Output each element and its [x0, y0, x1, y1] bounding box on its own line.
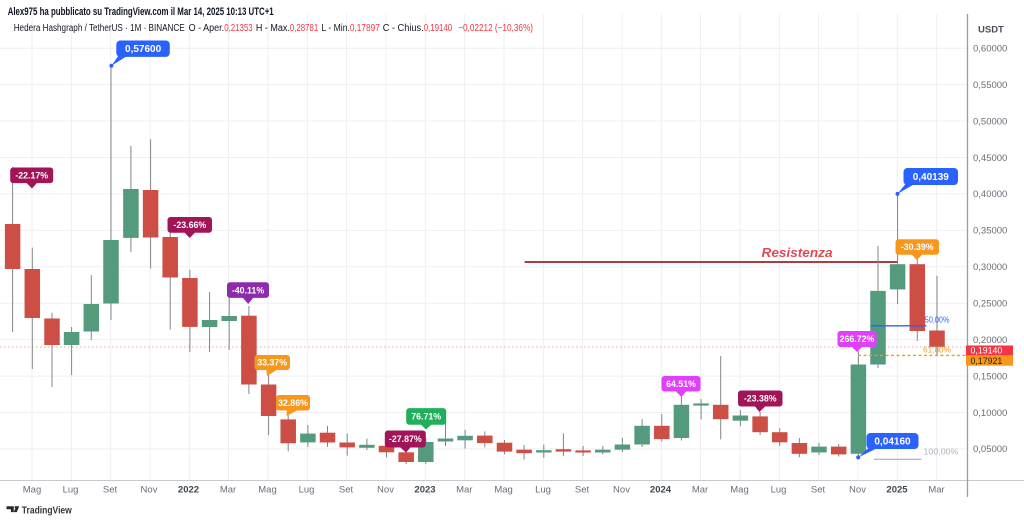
svg-text:TradingView: TradingView — [22, 505, 72, 516]
svg-text:Mag: Mag — [494, 485, 512, 496]
svg-text:−0,02212 (−10,36%): −0,02212 (−10,36%) — [458, 23, 533, 34]
svg-text:0,45000: 0,45000 — [973, 153, 1007, 164]
svg-text:Resistenza: Resistenza — [762, 245, 833, 260]
svg-text:0,57600: 0,57600 — [125, 44, 162, 55]
svg-text:Mag: Mag — [258, 485, 276, 496]
svg-text:Set: Set — [103, 485, 118, 496]
svg-text:-22.17%: -22.17% — [15, 171, 48, 181]
svg-text:Alex975 ha pubblicato su Tradi: Alex975 ha pubblicato su TradingView.com… — [8, 6, 274, 18]
svg-text:Mar: Mar — [928, 485, 944, 496]
svg-text:USDT: USDT — [978, 25, 1004, 36]
svg-text:0,15000: 0,15000 — [973, 371, 1007, 382]
svg-text:0,19140: 0,19140 — [971, 346, 1003, 356]
svg-text:Lug: Lug — [63, 485, 79, 496]
svg-text:Set: Set — [575, 485, 590, 496]
svg-text:0,28781: 0,28781 — [290, 23, 319, 34]
svg-text:0,10000: 0,10000 — [973, 408, 1007, 419]
svg-text:0,20000: 0,20000 — [973, 335, 1007, 346]
svg-text:Nov: Nov — [849, 485, 866, 496]
svg-text:Lug: Lug — [299, 485, 315, 496]
svg-text:0,17921: 0,17921 — [971, 356, 1003, 366]
svg-text:0,60000: 0,60000 — [973, 44, 1007, 55]
svg-text:2024: 2024 — [650, 485, 672, 496]
svg-text:0,30000: 0,30000 — [973, 262, 1007, 273]
svg-text:-30.39%: -30.39% — [901, 242, 934, 252]
svg-text:Lug: Lug — [771, 485, 787, 496]
svg-text:Set: Set — [811, 485, 826, 496]
svg-text:Nov: Nov — [613, 485, 630, 496]
svg-text:0,40000: 0,40000 — [973, 189, 1007, 200]
svg-text:33.37%: 33.37% — [257, 358, 287, 368]
svg-text:100,00%: 100,00% — [924, 446, 959, 456]
svg-text:Nov: Nov — [141, 485, 158, 496]
svg-text:O - Aper.: O - Aper. — [189, 23, 225, 34]
svg-text:2025: 2025 — [886, 485, 908, 496]
svg-text:61,80%: 61,80% — [923, 344, 951, 354]
svg-text:Hedera Hashgraph / TetherUS ·: Hedera Hashgraph / TetherUS · 1M · BINAN… — [14, 23, 185, 34]
svg-text:0,55000: 0,55000 — [973, 80, 1007, 91]
svg-text:0,04160: 0,04160 — [874, 437, 911, 448]
svg-text:-23.38%: -23.38% — [744, 394, 777, 404]
svg-text:Nov: Nov — [377, 485, 394, 496]
svg-text:L - Min.: L - Min. — [322, 23, 350, 34]
svg-text:32.86%: 32.86% — [278, 398, 308, 408]
svg-text:Mag: Mag — [730, 485, 748, 496]
svg-text:64.51%: 64.51% — [666, 379, 696, 389]
svg-text:50,00%: 50,00% — [925, 314, 950, 324]
svg-text:Mar: Mar — [456, 485, 472, 496]
svg-text:Set: Set — [339, 485, 354, 496]
svg-text:Mag: Mag — [23, 485, 41, 496]
svg-text:0,19140: 0,19140 — [424, 23, 453, 34]
svg-text:76.71%: 76.71% — [411, 412, 441, 422]
svg-text:H - Max.: H - Max. — [256, 23, 290, 34]
svg-text:2023: 2023 — [414, 485, 435, 496]
svg-text:2022: 2022 — [178, 485, 199, 496]
svg-text:0,40139: 0,40139 — [913, 172, 950, 183]
svg-text:-40.11%: -40.11% — [232, 285, 264, 295]
svg-text:0,05000: 0,05000 — [973, 444, 1007, 455]
svg-text:Mar: Mar — [692, 485, 708, 496]
svg-text:0,35000: 0,35000 — [973, 226, 1007, 237]
svg-text:-23.66%: -23.66% — [173, 220, 206, 230]
svg-text:Lug: Lug — [535, 485, 551, 496]
svg-text:Mar: Mar — [220, 485, 236, 496]
svg-text:0,25000: 0,25000 — [973, 299, 1007, 310]
svg-text:0,17897: 0,17897 — [350, 23, 380, 34]
svg-text:-27.87%: -27.87% — [389, 434, 422, 444]
svg-text:C - Chius.: C - Chius. — [383, 23, 424, 34]
svg-text:0,21353: 0,21353 — [224, 23, 253, 34]
svg-text:0,50000: 0,50000 — [973, 116, 1007, 127]
svg-text:266.72%: 266.72% — [840, 334, 875, 344]
